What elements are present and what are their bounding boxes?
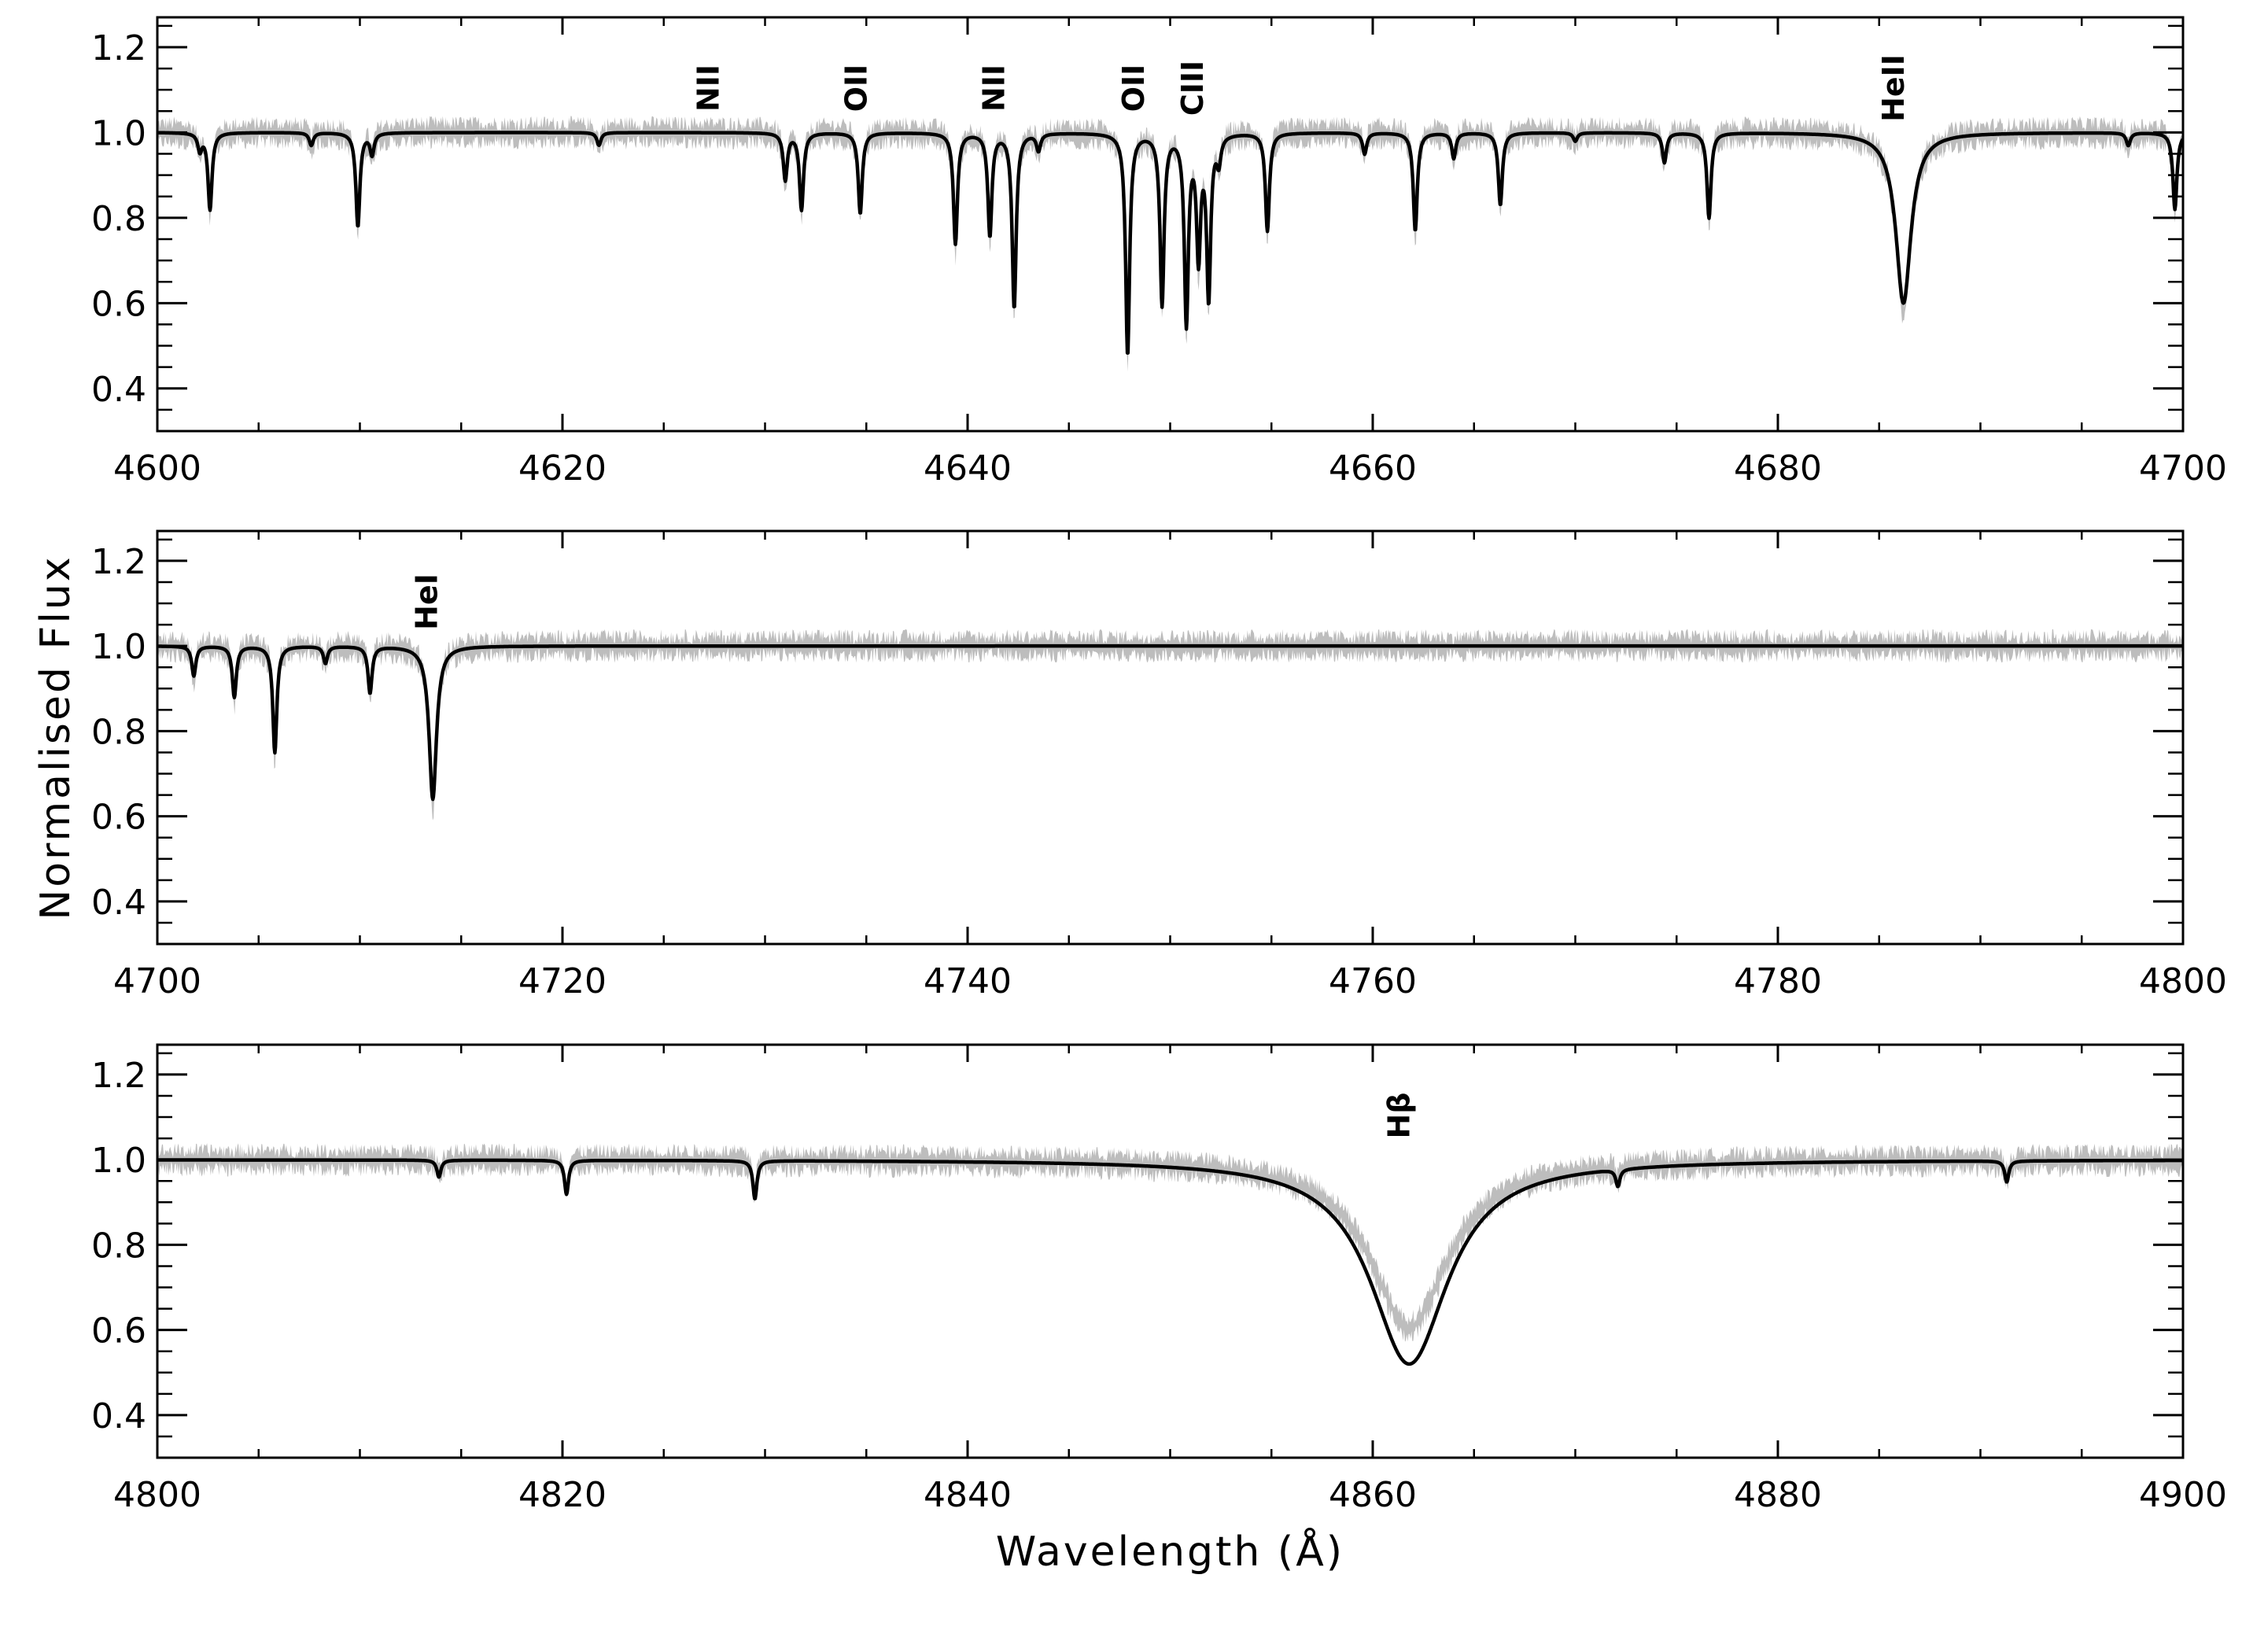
x-tick-label: 4720 [518,961,607,1001]
y-tick-label: 1.0 [91,113,146,153]
plot-frame [156,529,2185,946]
model-spectrum-3 [157,1158,2183,1366]
x-tick-label: 4800 [113,1475,201,1515]
x-tick-label: 4860 [1329,1475,1417,1515]
y-tick-label: 1.2 [91,1056,146,1096]
x-tick-label: 4620 [518,448,607,489]
x-tick-label: 4840 [924,1475,1012,1515]
y-tick-label: 1.0 [91,1141,146,1181]
y-tick-label: 0.6 [91,798,146,838]
line-id-label: HeI [409,573,444,630]
model-spectrum-2 [157,643,2183,802]
y-tick-label: 0.4 [91,1396,146,1436]
y-tick-label: 0.8 [91,199,146,239]
x-tick-label: 4800 [2139,961,2227,1001]
x-tick-label: 4820 [518,1475,607,1515]
x-tick-label: 4740 [924,961,1012,1001]
y-tick-label: 0.6 [91,1311,146,1351]
line-id-label: NII [691,65,725,112]
x-axis-title: Wavelength (Å) [996,1527,1344,1576]
line-id-label: Hβ [1381,1092,1416,1138]
y-tick-label: 0.8 [91,712,146,752]
x-tick-label: 4680 [1734,448,1822,489]
x-tick-label: 4640 [924,448,1012,489]
y-tick-label: 1.2 [91,28,146,68]
observed-spectrum-3 [157,1143,2183,1342]
y-tick-label: 0.4 [91,883,146,923]
y-tick-label: 1.0 [91,627,146,667]
line-id-label: OII [839,65,873,112]
y-tick-label: 0.4 [91,370,146,410]
observed-spectrum-2 [157,629,2183,820]
x-tick-label: 4700 [113,961,201,1001]
x-tick-label: 4900 [2139,1475,2227,1515]
plot-frame [156,1043,2185,1459]
observed-spectrum-1 [157,116,2183,372]
line-id-label: NII [976,65,1011,112]
x-tick-label: 4760 [1329,961,1417,1001]
spectrum-panel-1: 4600 4620 4640 4660 4680 4700 0.4 0.6 0.8 1.0 1.2 N… [91,16,2227,489]
x-tick-label: 4600 [113,448,201,489]
x-tick-label: 4660 [1329,448,1417,489]
y-axis-title: Normalised Flux [32,555,79,920]
spectrum-panel-3: 4800 4820 4840 4860 4880 4900 0.4 0.6 0.8 1.0 1.2 H… [91,1043,2227,1515]
line-id-label: OII [1116,65,1151,112]
x-tick-label: 4880 [1734,1475,1822,1515]
y-tick-label: 0.8 [91,1226,146,1266]
model-spectrum-1 [157,131,2183,355]
y-tick-label: 1.2 [91,542,146,582]
line-id-label: CIII [1175,61,1210,116]
spectrum-panel-2: 4700 4720 4740 4760 4780 4800 0.4 0.6 0.8 1.0 1.2 H… [91,529,2227,1001]
x-tick-label: 4700 [2139,448,2227,489]
line-id-label: HeII [1876,54,1911,122]
x-tick-label: 4780 [1734,961,1822,1001]
y-tick-label: 0.6 [91,284,146,324]
